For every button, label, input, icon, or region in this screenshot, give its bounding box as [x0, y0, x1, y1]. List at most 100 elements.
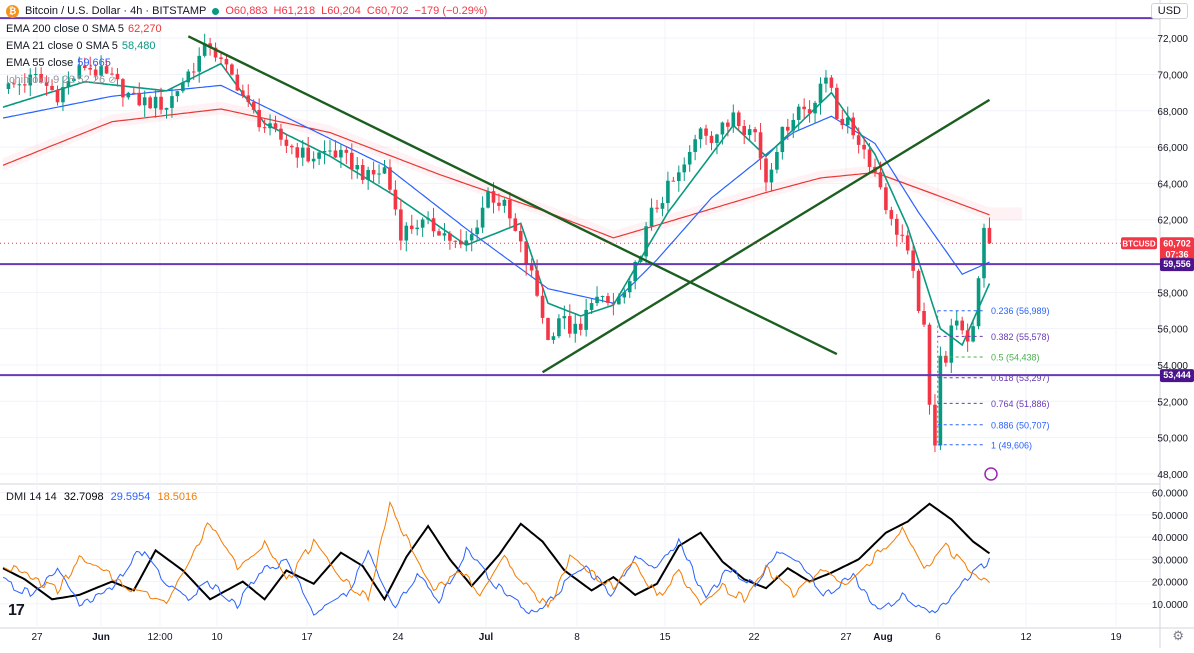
candle-body	[191, 71, 196, 73]
candle-body	[627, 281, 632, 293]
candle-body	[791, 119, 796, 131]
candle-body	[453, 240, 458, 242]
candle-body	[524, 241, 528, 264]
candle-body	[99, 66, 103, 76]
eye-off-icon[interactable]: ⊘	[108, 75, 117, 86]
tradingview-logo[interactable]: 17	[8, 602, 25, 619]
candle-body	[584, 309, 588, 330]
x-tick-label: 12:00	[147, 632, 172, 643]
candle-body	[529, 263, 534, 271]
candle-body	[93, 69, 98, 76]
candle-body	[17, 84, 22, 86]
candle-body	[649, 207, 654, 227]
candle-body	[344, 149, 349, 153]
ichimoku-cloud-area	[3, 101, 1023, 244]
symbol-header[interactable]: ₿ Bitcoin / U.S. Dollar · 4h · BITSTAMP …	[6, 4, 487, 18]
candle-body	[175, 91, 180, 97]
fib-level-label: 0.382 (55,578)	[991, 332, 1050, 342]
ema200-line	[2, 108, 990, 239]
candle-body	[268, 123, 272, 129]
candle-body	[404, 225, 409, 241]
candle-body	[153, 96, 158, 109]
candle-body	[589, 303, 594, 310]
y-tick-label: 70,000	[1157, 70, 1188, 81]
indicator-ema21[interactable]: EMA 21 close 0 SMA 5 58,480	[6, 39, 156, 53]
candle-body	[197, 55, 201, 72]
candle-body	[235, 74, 240, 91]
indicator-ichimoku[interactable]: Ichimoku 9 26 52 26 ⊘	[6, 73, 117, 88]
candle-body	[944, 355, 948, 363]
dmi-y-tick-label: 10.0000	[1152, 600, 1189, 611]
candle-body	[895, 218, 899, 235]
candle-body	[219, 57, 223, 59]
ichimoku-cloud	[3, 101, 1023, 244]
candle-body	[132, 92, 136, 94]
candle-body	[284, 139, 289, 146]
candle-body	[508, 199, 512, 219]
dmi-label: DMI 14 14	[6, 491, 57, 503]
dmi-legend[interactable]: DMI 14 14 32.7098 29.5954 18.5016	[6, 490, 197, 504]
symbol-tag: BTCUSD	[1122, 239, 1156, 248]
indicator-ema200[interactable]: EMA 200 close 0 SMA 5 62,270	[6, 22, 162, 36]
candle-body	[709, 135, 714, 143]
settings-gear-icon[interactable]: ⚙	[1172, 628, 1184, 643]
candle-body	[322, 150, 327, 153]
candle-body	[273, 123, 278, 129]
candle-body	[802, 106, 806, 110]
candle-body	[578, 323, 583, 330]
candle-body	[540, 295, 545, 318]
candle-body	[110, 73, 114, 75]
resistance-tag: 59,556	[1163, 259, 1191, 269]
candle-body	[497, 202, 501, 206]
dmi-y-tick-label: 40.0000	[1152, 533, 1189, 544]
candle-body	[666, 180, 670, 204]
candle-body	[633, 261, 637, 282]
indicator-label: EMA 21 close 0 SMA 5	[6, 40, 118, 52]
currency-button[interactable]: USD	[1150, 3, 1188, 19]
candle-body	[736, 112, 741, 127]
y-tick-label: 50,000	[1157, 434, 1188, 445]
candle-body	[186, 71, 191, 83]
candle-body	[600, 296, 605, 298]
candle-body	[856, 135, 861, 145]
candle-body	[573, 323, 578, 334]
candle-body	[437, 231, 441, 236]
candle-body	[366, 170, 370, 180]
candle-body	[213, 47, 218, 58]
candle-body	[121, 79, 125, 98]
candle-body	[933, 404, 937, 446]
ascending-trend-line[interactable]	[541, 98, 991, 374]
candle-body	[333, 150, 338, 158]
candle-body	[181, 82, 185, 92]
candle-body	[546, 317, 550, 340]
candle-body	[720, 122, 725, 135]
bitcoin-icon: ₿	[6, 4, 19, 18]
descending-trend-line[interactable]	[187, 35, 838, 356]
candle-body	[459, 240, 463, 245]
ema21-line	[2, 62, 991, 347]
candle-body	[300, 147, 305, 158]
candle-body	[28, 74, 33, 86]
candle-body	[518, 230, 523, 242]
dmi-y-tick-label: 20.0000	[1152, 578, 1189, 589]
fib-level-label: 0.236 (56,989)	[991, 306, 1050, 316]
candle-body	[142, 97, 147, 106]
x-tick-label: 19	[1110, 632, 1122, 643]
candle-body	[916, 270, 921, 312]
candle-body	[715, 134, 719, 143]
alert-icon[interactable]	[984, 467, 998, 481]
dmi-minus-di-line	[2, 500, 990, 609]
indicator-ema55[interactable]: EMA 55 close 59,665	[6, 56, 111, 70]
candle-body	[535, 270, 539, 296]
candle-body	[241, 90, 245, 96]
candle-body	[388, 167, 392, 190]
indicator-value: 62,270	[128, 23, 162, 35]
candle-body	[938, 355, 943, 446]
y-tick-label: 62,000	[1157, 216, 1188, 227]
candle-body	[442, 233, 447, 236]
candle-body	[170, 96, 174, 108]
symbol-title[interactable]: Bitcoin / U.S. Dollar · 4h · BITSTAMP	[25, 5, 207, 17]
